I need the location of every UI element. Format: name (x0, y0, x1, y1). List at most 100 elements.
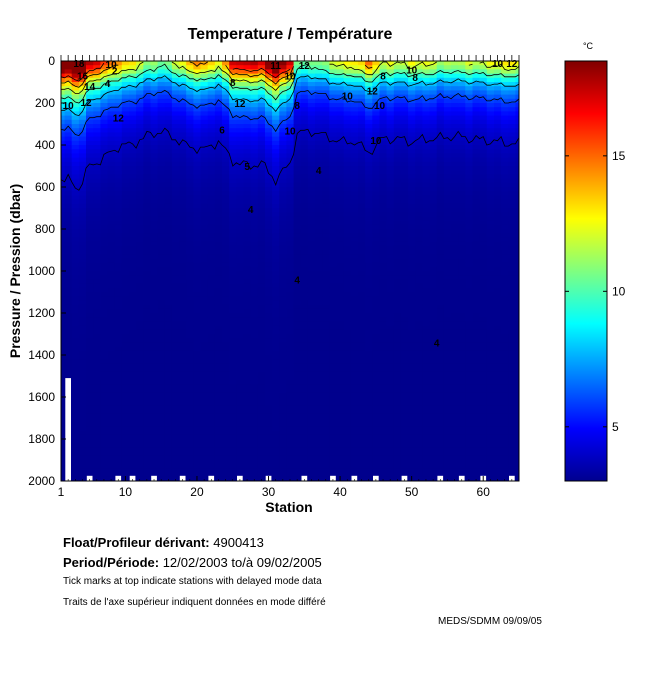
heatmap-cell (336, 82, 345, 87)
heatmap-cell (100, 73, 109, 79)
heatmap-cell (114, 153, 123, 159)
heatmap-cell (200, 82, 209, 87)
heatmap-cell (71, 107, 80, 112)
heatmap-cell (365, 187, 373, 192)
heatmap-cell (250, 367, 259, 373)
heatmap-cell (358, 304, 366, 310)
heatmap-cell (71, 153, 80, 159)
heatmap-cell (179, 111, 187, 117)
heatmap-cell (64, 199, 73, 205)
heatmap-cell (222, 447, 230, 453)
heatmap-cell (400, 237, 409, 243)
heatmap-cell (100, 430, 109, 436)
heatmap-cell (179, 355, 187, 360)
heatmap-cell (100, 287, 109, 293)
heatmap-cell (93, 233, 101, 238)
heatmap-cell (121, 233, 130, 238)
heatmap-cell (121, 430, 130, 436)
heatmap-cell (286, 304, 295, 310)
heatmap-cell (107, 388, 116, 394)
heatmap-cell (129, 77, 137, 83)
heatmap-cell (293, 334, 302, 339)
heatmap-cell (286, 170, 295, 175)
heatmap-cell (343, 82, 352, 87)
heatmap-cell (265, 329, 273, 335)
heatmap-cell (78, 115, 87, 121)
heatmap-cell (93, 321, 101, 327)
heatmap-cell (272, 434, 280, 440)
heatmap-cell (372, 443, 381, 448)
heatmap-cell (200, 300, 209, 306)
heatmap-cell (64, 187, 73, 192)
heatmap-cell (100, 296, 109, 301)
heatmap-cell (279, 460, 288, 465)
heatmap-cell (186, 254, 194, 259)
heatmap-cell (150, 229, 159, 234)
heatmap-cell (171, 195, 180, 201)
heatmap-cell (136, 359, 144, 364)
heatmap-cell (343, 443, 352, 448)
heatmap-cell (186, 422, 194, 427)
heatmap-cell (272, 216, 280, 222)
heatmap-cell (121, 262, 130, 268)
heatmap-cell (114, 464, 123, 469)
heatmap-cell (86, 174, 94, 180)
heatmap-cell (222, 409, 230, 415)
heatmap-cell (107, 124, 116, 129)
heatmap-cell (150, 392, 159, 398)
heatmap-cell (279, 90, 288, 96)
heatmap-cell (86, 409, 94, 415)
heatmap-cell (307, 132, 316, 138)
heatmap-cell (243, 145, 252, 150)
heatmap-cell (372, 346, 381, 352)
heatmap-cell (272, 262, 280, 268)
heatmap-cell (61, 224, 66, 230)
heatmap-cell (143, 418, 152, 423)
heatmap-cell (200, 220, 209, 226)
heatmap-cell (236, 208, 245, 213)
heatmap-cell (358, 451, 366, 457)
heatmap-cell (408, 460, 416, 465)
heatmap-cell (164, 325, 173, 331)
heatmap-cell (408, 455, 416, 461)
heatmap-cell (272, 233, 280, 238)
heatmap-cell (322, 98, 330, 104)
heatmap-cell (408, 367, 416, 373)
heatmap-cell (408, 166, 416, 171)
heatmap-cell (171, 149, 180, 154)
heatmap-cell (372, 321, 381, 327)
heatmap-cell (71, 182, 80, 188)
heatmap-cell (358, 355, 366, 360)
heatmap-cell (265, 69, 273, 75)
heatmap-cell (336, 182, 345, 188)
heatmap-cell (61, 77, 66, 83)
heatmap-cell (157, 321, 166, 327)
heatmap-cell (229, 388, 237, 394)
heatmap-cell (400, 182, 409, 188)
heatmap-cell (236, 460, 245, 465)
heatmap-cell (236, 367, 245, 373)
heatmap-cell (372, 451, 381, 457)
heatmap-cell (64, 153, 73, 159)
heatmap-cell (107, 350, 116, 356)
heatmap-cell (186, 208, 194, 213)
heatmap-cell (272, 329, 280, 335)
heatmap-cell (336, 195, 345, 201)
heatmap-cell (236, 145, 245, 150)
heatmap-cell (164, 321, 173, 327)
heatmap-cell (64, 245, 73, 251)
heatmap-cell (164, 149, 173, 154)
heatmap-cell (286, 392, 295, 398)
heatmap-cell (229, 250, 237, 255)
heatmap-cell (279, 388, 288, 394)
heatmap-cell (179, 455, 187, 461)
heatmap-cell (322, 300, 330, 306)
heatmap-cell (250, 90, 259, 96)
heatmap-cell (257, 363, 266, 369)
heatmap-cell (279, 464, 288, 469)
heatmap-cell (71, 224, 80, 230)
heatmap-cell (322, 439, 330, 444)
heatmap-cell (136, 422, 144, 427)
heatmap-cell (350, 237, 359, 243)
heatmap-cell (386, 325, 395, 331)
